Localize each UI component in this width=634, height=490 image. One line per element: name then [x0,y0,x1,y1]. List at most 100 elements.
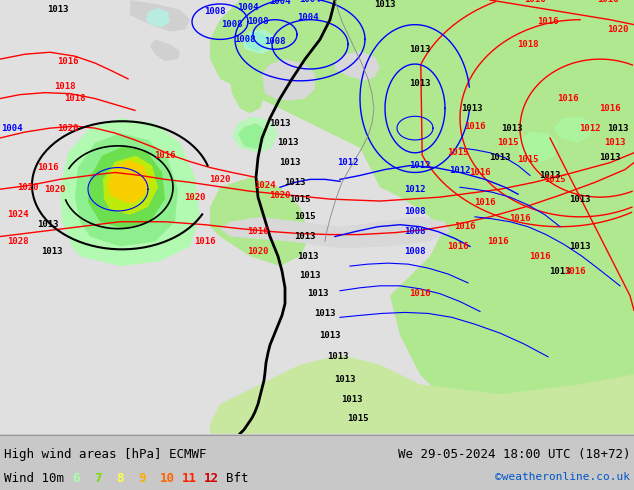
Text: 1016: 1016 [488,237,508,246]
Text: 1013: 1013 [320,331,340,340]
Text: 1008: 1008 [247,17,269,26]
Text: 1013: 1013 [540,171,560,180]
Text: 1008: 1008 [404,227,426,236]
Text: 1018: 1018 [55,82,75,91]
Text: 1013: 1013 [569,242,591,251]
Text: 1013: 1013 [549,267,571,275]
Text: 1004: 1004 [299,0,321,4]
Polygon shape [335,51,380,81]
Polygon shape [210,177,310,266]
Text: 1008: 1008 [264,37,286,46]
Text: 1016: 1016 [194,237,216,246]
Text: 1013: 1013 [284,178,306,187]
Text: 1016: 1016 [247,227,269,236]
Text: 1016: 1016 [537,17,559,26]
Polygon shape [330,0,410,89]
Text: 1013: 1013 [607,123,629,133]
Text: 1013: 1013 [307,289,329,298]
Text: 1013: 1013 [294,232,316,241]
Polygon shape [232,116,278,153]
Text: 1016: 1016 [37,163,59,172]
Polygon shape [146,8,170,27]
Text: 1018: 1018 [64,94,86,103]
Text: 1013: 1013 [37,220,59,229]
Text: 1016: 1016 [454,222,476,231]
Text: 1016: 1016 [599,104,621,113]
Text: 1008: 1008 [204,7,226,16]
Text: 1013: 1013 [269,119,291,128]
Text: 1020: 1020 [57,123,79,133]
Text: 1004: 1004 [237,3,259,12]
Text: 1004: 1004 [297,13,319,22]
Text: 7: 7 [94,472,101,485]
Text: 1015: 1015 [347,415,369,423]
Text: 1013: 1013 [297,252,319,261]
Text: 1015: 1015 [544,175,566,184]
Text: 12: 12 [204,472,219,485]
Text: 1013: 1013 [410,79,430,88]
Text: 1018: 1018 [517,40,539,49]
Text: 1013: 1013 [374,0,396,9]
Text: 1020: 1020 [247,247,269,256]
Polygon shape [242,29,275,54]
Polygon shape [238,123,266,149]
Text: 1013: 1013 [410,45,430,54]
Polygon shape [554,116,592,143]
Text: 1015: 1015 [289,195,311,203]
Text: 11: 11 [182,472,197,485]
Polygon shape [262,59,315,100]
Text: 6: 6 [72,472,79,485]
Text: 1004: 1004 [1,123,23,133]
Text: 1008: 1008 [234,35,256,44]
Text: 1013: 1013 [48,5,68,14]
Text: 1016: 1016 [597,0,619,4]
Text: 8: 8 [116,472,124,485]
Polygon shape [518,132,558,163]
Text: 1013: 1013 [299,271,321,280]
Text: 1013: 1013 [599,153,621,162]
Text: 1015: 1015 [517,155,539,164]
Text: 1016: 1016 [529,252,551,261]
Text: Bft: Bft [226,472,249,485]
Text: 9: 9 [138,472,145,485]
Text: 1020: 1020 [269,191,291,199]
Text: 1013: 1013 [277,138,299,147]
Text: 1016: 1016 [509,214,531,223]
Polygon shape [103,156,158,215]
Polygon shape [0,0,230,434]
Text: 1016: 1016 [154,151,176,160]
Text: 1024: 1024 [7,210,29,220]
Text: 1008: 1008 [221,20,243,29]
Text: 1004: 1004 [269,0,291,6]
Text: 1015: 1015 [294,212,316,221]
Text: 1016: 1016 [464,122,486,131]
Text: 1013: 1013 [279,158,301,167]
Text: 1008: 1008 [404,247,426,256]
Text: 1013: 1013 [327,352,349,361]
Polygon shape [450,0,634,98]
Text: 1013: 1013 [569,195,591,203]
Text: We 29-05-2024 18:00 UTC (18+72): We 29-05-2024 18:00 UTC (18+72) [398,448,630,461]
Text: 10: 10 [160,472,175,485]
Polygon shape [210,355,634,434]
Polygon shape [60,118,200,266]
Polygon shape [243,31,267,51]
Text: 1013: 1013 [341,394,363,404]
Text: 1015: 1015 [447,148,469,157]
Text: Wind 10m: Wind 10m [4,472,64,485]
Text: 1012: 1012 [579,123,601,133]
Text: 1016: 1016 [469,168,491,177]
Text: 1012: 1012 [337,158,359,167]
Text: 1013: 1013 [462,104,482,113]
Polygon shape [220,217,450,248]
Text: 1013: 1013 [334,375,356,384]
Text: 1012: 1012 [410,161,430,170]
Polygon shape [150,39,180,61]
Text: 1020: 1020 [607,25,629,34]
Text: 1020: 1020 [44,185,66,194]
Text: 1013: 1013 [314,309,336,318]
Text: 1015: 1015 [497,138,519,147]
Polygon shape [108,160,150,204]
Text: High wind areas [hPa] ECMWF: High wind areas [hPa] ECMWF [4,448,207,461]
Text: 1028: 1028 [7,237,29,246]
